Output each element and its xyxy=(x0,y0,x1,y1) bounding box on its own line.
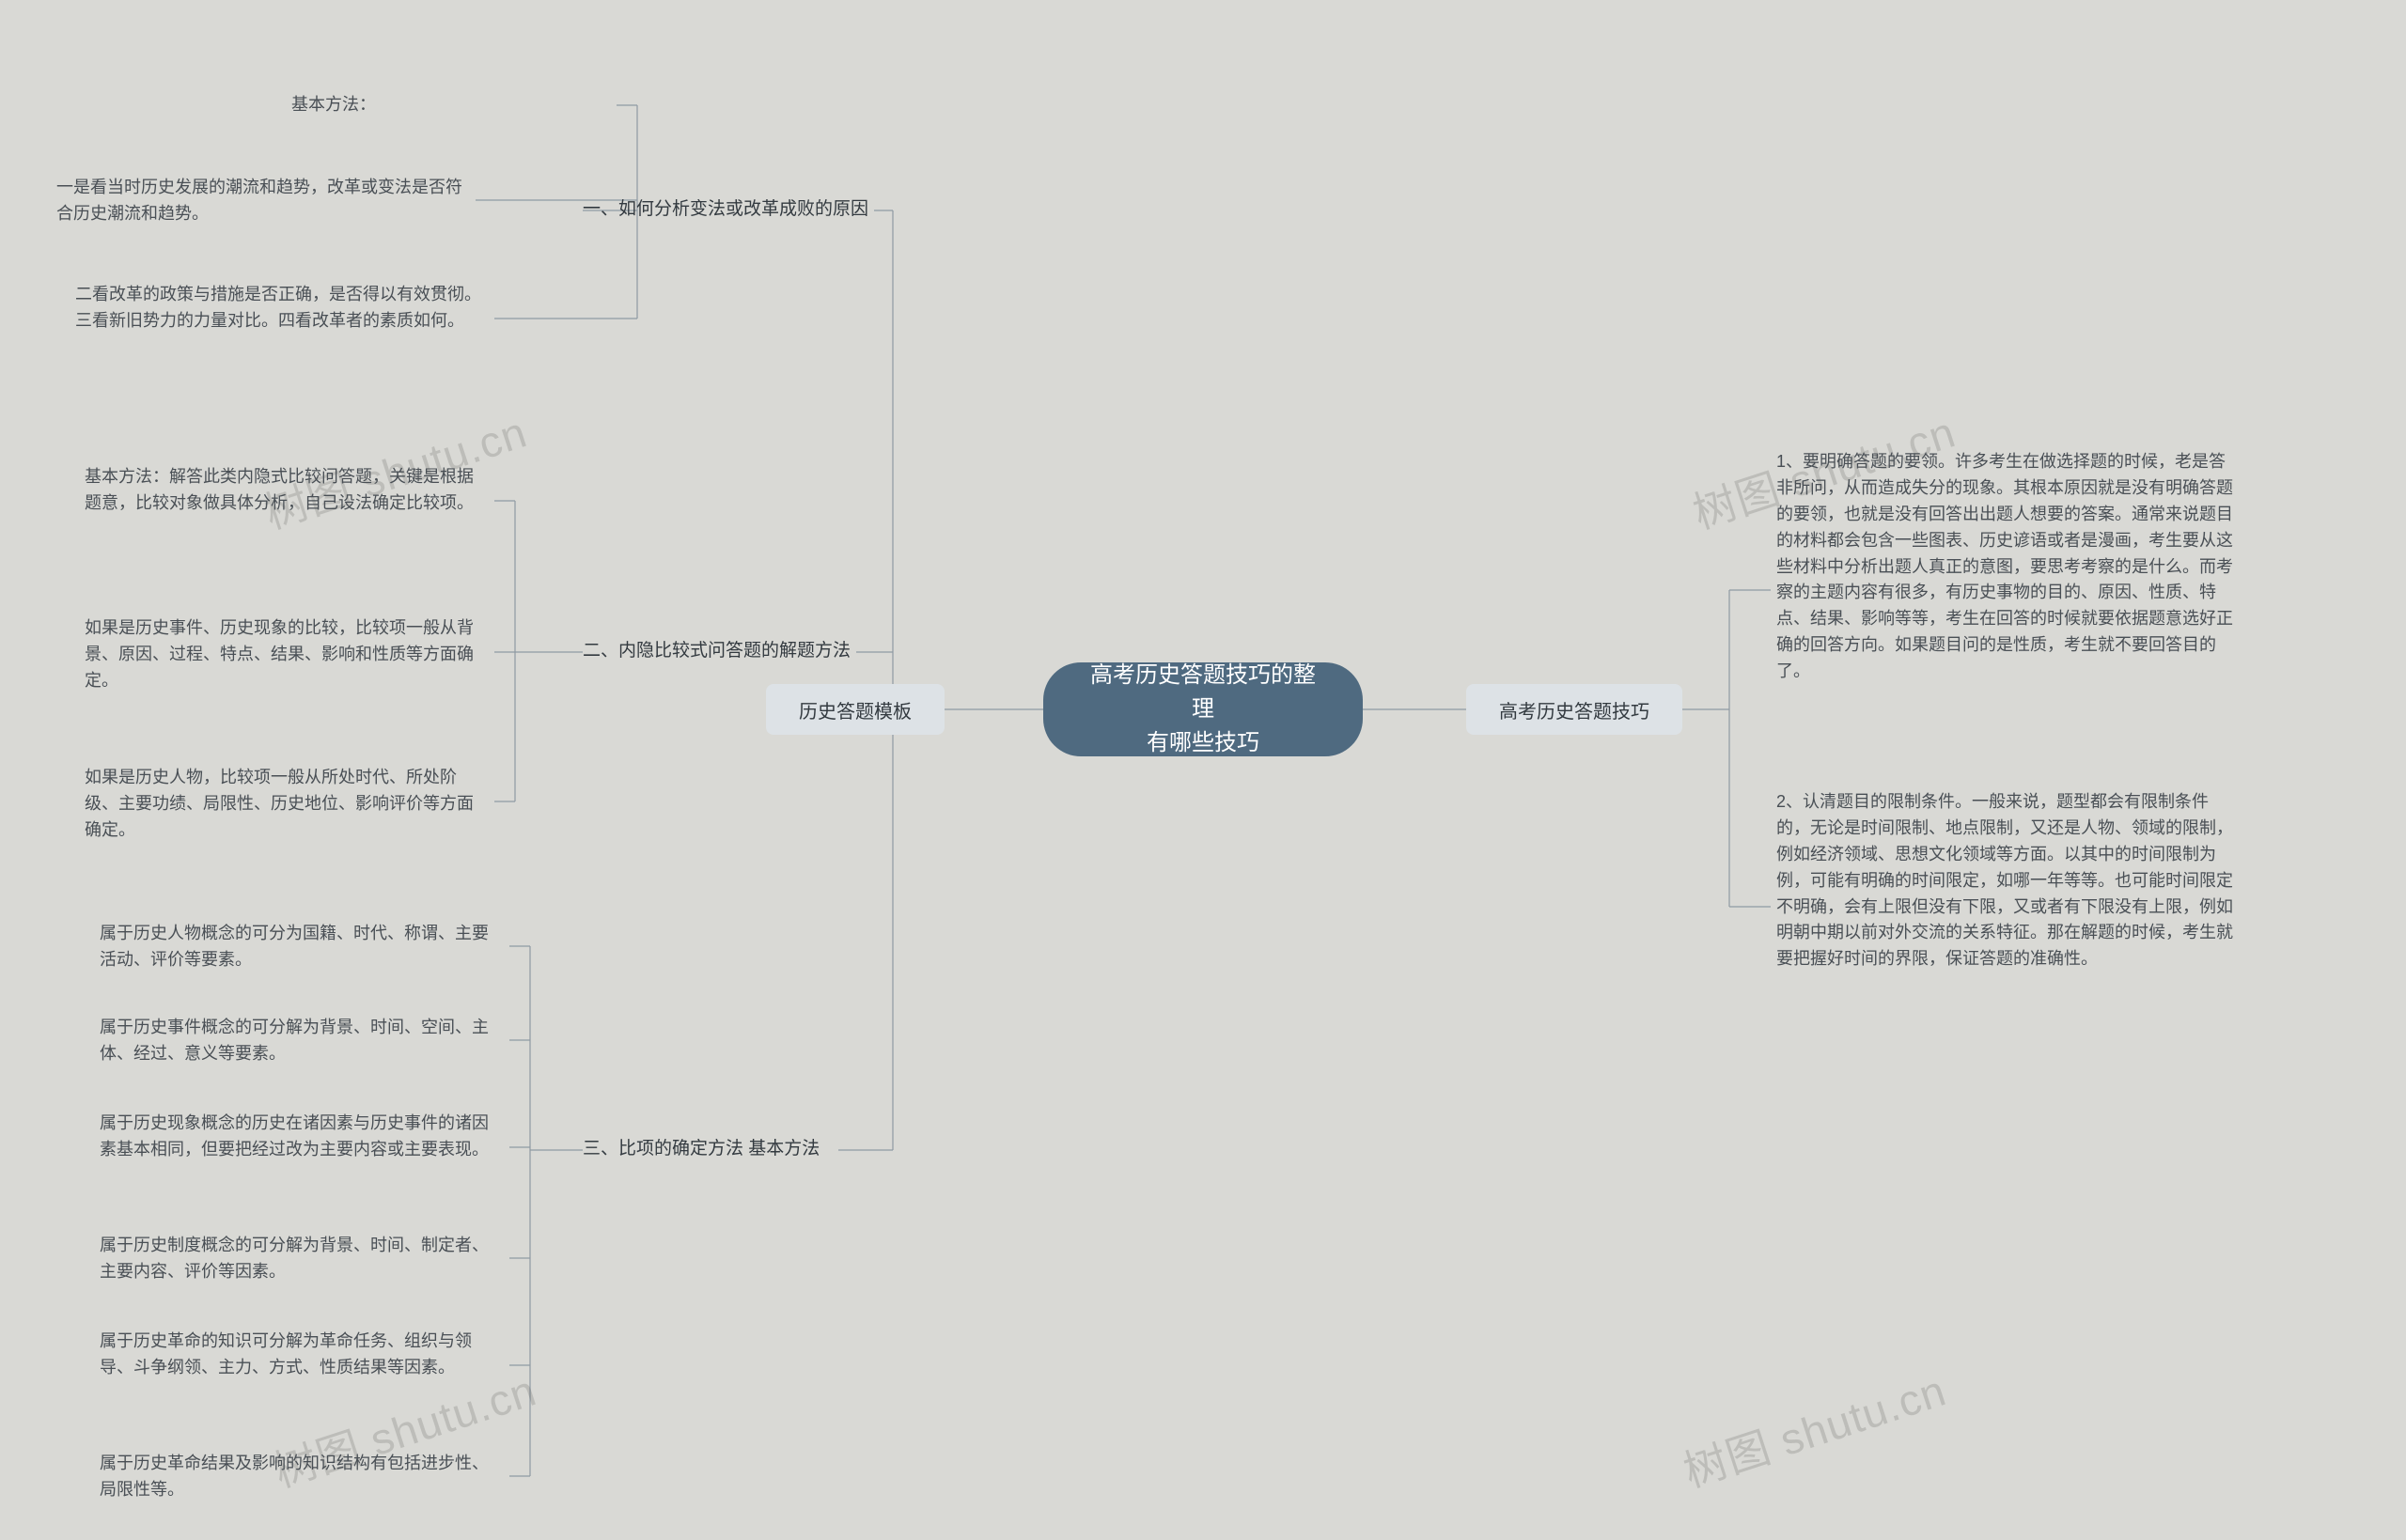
leaf-node: 基本方法： xyxy=(291,92,611,118)
leaf-node: 2、认清题目的限制条件。一般来说，题型都会有限制条件的，无论是时间限制、地点限制… xyxy=(1776,789,2242,972)
leaf-node: 1、要明确答题的要领。许多考生在做选择题的时候，老是答非所问，从而造成失分的现象… xyxy=(1776,449,2242,685)
watermark: 树图 shutu.cn xyxy=(1675,1357,1953,1500)
leaf-node: 二看改革的政策与措施是否正确，是否得以有效贯彻。三看新旧势力的力量对比。四看改革… xyxy=(75,282,489,334)
mid-node: 二、内隐比较式问答题的解题方法 xyxy=(583,639,851,664)
mindmap-canvas: 树图 shutu.cn树图 shutu.cn树图 shutu.cn树图 shut… xyxy=(0,0,2406,1540)
leaf-node: 基本方法：解答此类内隐式比较问答题，关键是根据题意，比较对象做具体分析，自己设法… xyxy=(85,464,489,517)
leaf-node: 属于历史现象概念的历史在诸因素与历史事件的诸因素基本相同，但要把经过改为主要内容… xyxy=(100,1111,504,1163)
leaf-node: 属于历史革命结果及影响的知识结构有包括进步性、局限性等。 xyxy=(100,1451,504,1503)
leaf-node: 属于历史人物概念的可分为国籍、时代、称谓、主要活动、评价等要素。 xyxy=(100,921,504,973)
mid-node: 一、如何分析变法或改革成败的原因 xyxy=(583,197,868,223)
leaf-node: 属于历史革命的知识可分解为革命任务、组织与领导、斗争纲领、主力、方式、性质结果等… xyxy=(100,1329,504,1381)
mid-node: 三、比项的确定方法 基本方法 xyxy=(583,1137,820,1162)
root-node: 高考历史答题技巧的整理 有哪些技巧 xyxy=(1043,662,1363,756)
leaf-node: 一是看当时历史发展的潮流和趋势，改革或变法是否符合历史潮流和趋势。 xyxy=(56,175,470,227)
leaf-node: 属于历史事件概念的可分解为背景、时间、空间、主体、经过、意义等要素。 xyxy=(100,1015,504,1067)
leaf-node: 如果是历史人物，比较项一般从所处时代、所处阶级、主要功绩、局限性、历史地位、影响… xyxy=(85,765,489,844)
branch-tips: 高考历史答题技巧 xyxy=(1466,684,1682,735)
leaf-node: 如果是历史事件、历史现象的比较，比较项一般从背景、原因、过程、特点、结果、影响和… xyxy=(85,615,489,694)
branch-templates: 历史答题模板 xyxy=(766,684,945,735)
leaf-node: 属于历史制度概念的可分解为背景、时间、制定者、主要内容、评价等因素。 xyxy=(100,1233,504,1285)
